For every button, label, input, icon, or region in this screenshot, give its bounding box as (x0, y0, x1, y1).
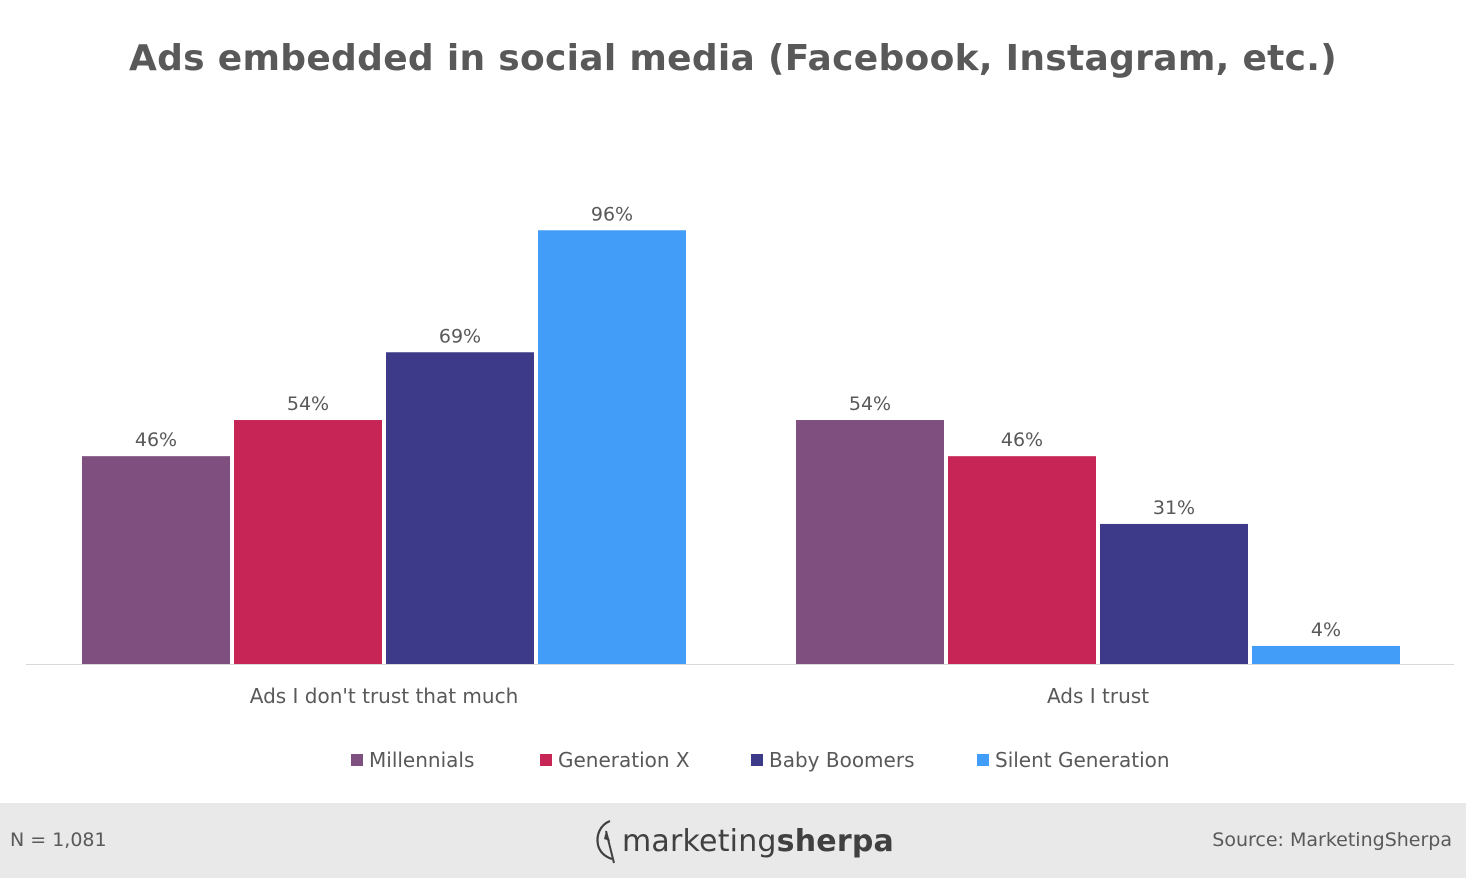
legend-label: Generation X (558, 748, 690, 772)
data-label: 4% (1311, 619, 1341, 641)
legend: Millennials Generation X Baby Boomers Si… (0, 746, 1466, 776)
bar-chart: 46% 54% 69% 96% Ads I don't trust that much 5… (26, 203, 1454, 708)
bar-baby-boomers-0 (386, 352, 534, 664)
legend-label: Silent Generation (995, 748, 1170, 772)
legend-swatch-silent-generation (977, 754, 989, 766)
data-label: 54% (287, 393, 329, 415)
source-note: Source: MarketingSherpa (1212, 829, 1452, 851)
chart-title: Ads embedded in social media (Facebook, … (128, 38, 1338, 79)
data-label: 46% (135, 429, 177, 451)
legend-label: Baby Boomers (769, 748, 915, 772)
footer: N = 1,081 marketing sherpa Source: Market… (0, 803, 1466, 878)
data-label: 31% (1153, 497, 1195, 519)
data-label: 46% (1001, 429, 1043, 451)
data-label: 54% (849, 393, 891, 415)
bar-generation-x-1 (948, 456, 1096, 664)
bar-millennials-1 (796, 420, 944, 664)
bar-baby-boomers-1 (1100, 523, 1248, 664)
legend-label: Millennials (369, 748, 475, 772)
category-label: Ads I trust (1047, 684, 1149, 708)
bar-silent-generation-1 (1252, 645, 1400, 664)
marketingsherpa-logo: marketing sherpa (592, 817, 894, 865)
legend-item-millennials: Millennials (351, 746, 474, 774)
data-label: 96% (591, 203, 633, 225)
legend-swatch-millennials (351, 754, 363, 766)
category-label: Ads I don't trust that much (250, 684, 519, 708)
legend-item-silent-generation: Silent Generation (977, 746, 1170, 774)
bar-silent-generation-0 (538, 230, 686, 664)
sample-size-note: N = 1,081 (10, 829, 107, 851)
data-label: 69% (439, 325, 481, 347)
bar-millennials-0 (82, 456, 230, 664)
legend-item-generation-x: Generation X (540, 746, 690, 774)
legend-swatch-baby-boomers (751, 754, 763, 766)
logo-text-marketing: marketing (622, 823, 777, 859)
bar-generation-x-0 (234, 420, 382, 664)
logo-text-sherpa: sherpa (776, 823, 894, 859)
legend-swatch-generation-x (540, 754, 552, 766)
compass-icon (596, 819, 615, 864)
legend-item-baby-boomers: Baby Boomers (751, 746, 915, 774)
